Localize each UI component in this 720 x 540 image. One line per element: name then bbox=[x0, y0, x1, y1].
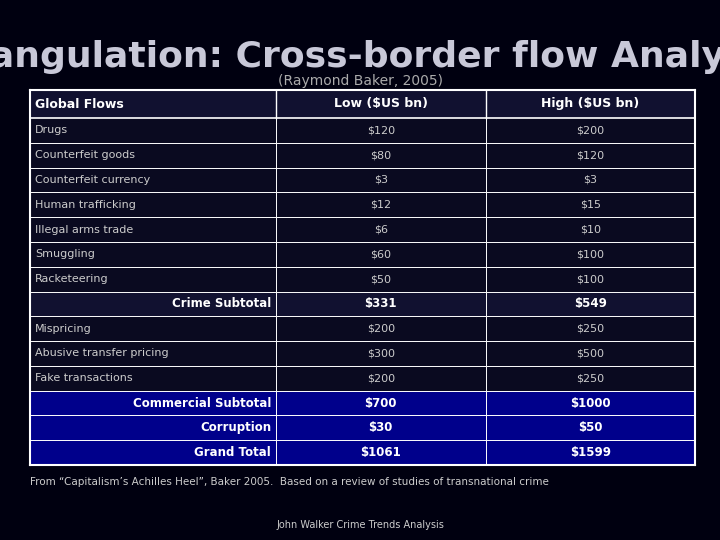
Text: $250: $250 bbox=[576, 373, 604, 383]
Text: $3: $3 bbox=[374, 175, 388, 185]
Text: Abusive transfer pricing: Abusive transfer pricing bbox=[35, 348, 168, 359]
Text: $100: $100 bbox=[576, 249, 604, 259]
Bar bbox=[30, 192, 695, 217]
Bar bbox=[30, 415, 695, 440]
Text: Low ($US bn): Low ($US bn) bbox=[334, 98, 428, 111]
Text: Triangulation: Cross-border flow Analysis: Triangulation: Cross-border flow Analysi… bbox=[0, 40, 720, 74]
Text: $15: $15 bbox=[580, 200, 600, 210]
Text: $331: $331 bbox=[364, 298, 397, 310]
Bar bbox=[30, 90, 695, 118]
Bar bbox=[30, 341, 695, 366]
Text: Counterfeit goods: Counterfeit goods bbox=[35, 150, 135, 160]
Text: $120: $120 bbox=[576, 150, 604, 160]
Text: $500: $500 bbox=[576, 348, 604, 359]
Text: Crime Subtotal: Crime Subtotal bbox=[172, 298, 271, 310]
Text: Illegal arms trade: Illegal arms trade bbox=[35, 225, 133, 234]
Text: $50: $50 bbox=[370, 274, 391, 284]
Text: $300: $300 bbox=[366, 348, 395, 359]
Bar bbox=[30, 167, 695, 192]
Bar bbox=[30, 143, 695, 167]
Text: $200: $200 bbox=[576, 125, 604, 136]
Text: From “Capitalism’s Achilles Heel”, Baker 2005.  Based on a review of studies of : From “Capitalism’s Achilles Heel”, Baker… bbox=[30, 477, 549, 487]
Text: $3: $3 bbox=[583, 175, 598, 185]
Text: $120: $120 bbox=[366, 125, 395, 136]
Text: $6: $6 bbox=[374, 225, 388, 234]
Bar bbox=[30, 390, 695, 415]
Bar bbox=[30, 292, 695, 316]
Text: Grand Total: Grand Total bbox=[194, 446, 271, 459]
Text: John Walker Crime Trends Analysis: John Walker Crime Trends Analysis bbox=[276, 520, 444, 530]
Text: $80: $80 bbox=[370, 150, 392, 160]
Text: $200: $200 bbox=[366, 323, 395, 334]
Text: Global Flows: Global Flows bbox=[35, 98, 124, 111]
Text: $1000: $1000 bbox=[570, 396, 611, 409]
Bar bbox=[30, 118, 695, 143]
Bar bbox=[30, 440, 695, 465]
Text: (Raymond Baker, 2005): (Raymond Baker, 2005) bbox=[277, 74, 443, 88]
Bar bbox=[30, 242, 695, 267]
Text: Smuggling: Smuggling bbox=[35, 249, 95, 259]
Text: Commercial Subtotal: Commercial Subtotal bbox=[132, 396, 271, 409]
Text: $700: $700 bbox=[364, 396, 397, 409]
Text: Mispricing: Mispricing bbox=[35, 323, 91, 334]
Text: $12: $12 bbox=[370, 200, 392, 210]
Bar bbox=[30, 267, 695, 292]
Text: $10: $10 bbox=[580, 225, 600, 234]
Text: Human trafficking: Human trafficking bbox=[35, 200, 136, 210]
Bar bbox=[30, 217, 695, 242]
Text: $60: $60 bbox=[370, 249, 391, 259]
Text: Fake transactions: Fake transactions bbox=[35, 373, 132, 383]
Text: $100: $100 bbox=[576, 274, 604, 284]
Text: $50: $50 bbox=[578, 421, 603, 434]
Text: $30: $30 bbox=[369, 421, 393, 434]
Text: $1599: $1599 bbox=[570, 446, 611, 459]
Text: $549: $549 bbox=[574, 298, 607, 310]
Text: Drugs: Drugs bbox=[35, 125, 68, 136]
Bar bbox=[30, 316, 695, 341]
Text: $1061: $1061 bbox=[361, 446, 401, 459]
Text: Racketeering: Racketeering bbox=[35, 274, 109, 284]
Text: High ($US bn): High ($US bn) bbox=[541, 98, 639, 111]
Text: Corruption: Corruption bbox=[200, 421, 271, 434]
Text: $200: $200 bbox=[366, 373, 395, 383]
Text: Counterfeit currency: Counterfeit currency bbox=[35, 175, 150, 185]
Text: $250: $250 bbox=[576, 323, 604, 334]
Bar bbox=[30, 366, 695, 390]
